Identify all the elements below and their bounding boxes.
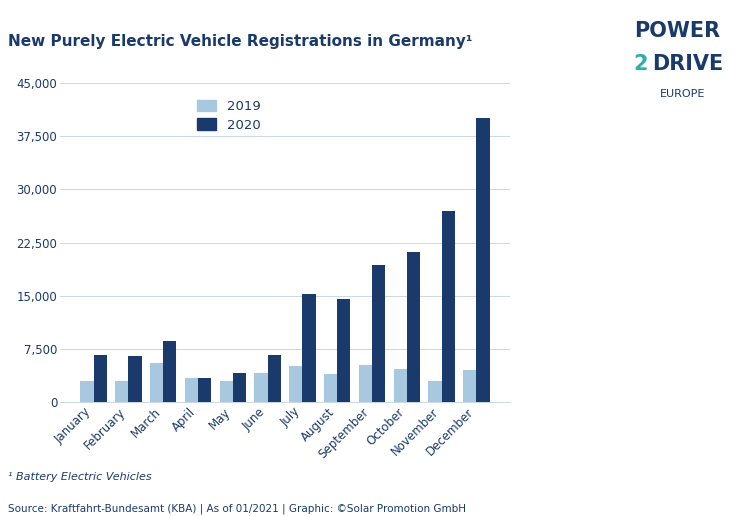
Bar bbox=[128, 356, 142, 402]
Text: New Purely Electric Vehicle Registrations in Germany¹: New Purely Electric Vehicle Registration… bbox=[8, 34, 472, 49]
Text: 2: 2 bbox=[634, 54, 648, 74]
Bar bbox=[463, 370, 476, 402]
Bar bbox=[338, 299, 350, 402]
Text: EUROPE: EUROPE bbox=[660, 89, 705, 99]
Bar bbox=[184, 378, 198, 402]
Bar bbox=[94, 355, 107, 402]
Bar bbox=[428, 381, 442, 402]
Bar bbox=[406, 252, 420, 402]
Bar bbox=[80, 381, 94, 402]
Bar bbox=[290, 365, 302, 402]
Bar bbox=[358, 365, 372, 402]
Bar bbox=[150, 363, 164, 402]
Bar bbox=[476, 118, 490, 402]
Legend: 2019, 2020: 2019, 2020 bbox=[193, 95, 265, 136]
Text: POWER: POWER bbox=[634, 21, 720, 41]
Text: DRIVE: DRIVE bbox=[652, 54, 724, 74]
Bar bbox=[302, 294, 316, 402]
Bar bbox=[116, 381, 128, 402]
Bar bbox=[372, 265, 386, 402]
Bar bbox=[220, 381, 232, 402]
Bar bbox=[232, 373, 246, 402]
Bar bbox=[394, 369, 406, 402]
Bar bbox=[198, 378, 211, 402]
Bar bbox=[324, 374, 338, 402]
Text: Source: Kraftfahrt-Bundesamt (KBA) | As of 01/2021 | Graphic: ©Solar Promotion G: Source: Kraftfahrt-Bundesamt (KBA) | As … bbox=[8, 503, 466, 513]
Bar bbox=[164, 342, 176, 402]
Bar bbox=[268, 355, 280, 402]
Bar bbox=[254, 373, 268, 402]
Text: ¹ Battery Electric Vehicles: ¹ Battery Electric Vehicles bbox=[8, 472, 151, 482]
Bar bbox=[442, 211, 454, 402]
